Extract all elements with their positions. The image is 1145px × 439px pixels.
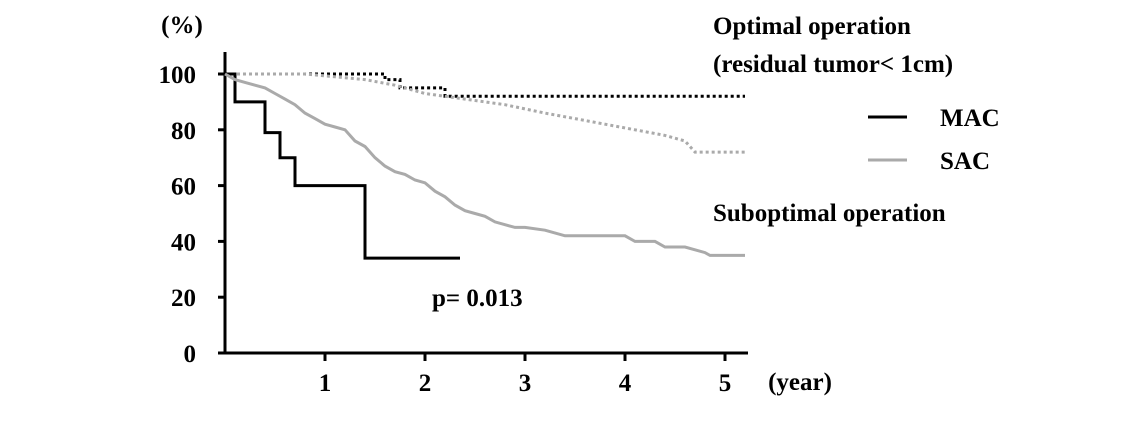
y-ticks: 0 20 40 60 80 100 <box>159 62 225 368</box>
optimal-label-line2: (residual tumor< 1cm) <box>713 51 953 78</box>
y-tick-label: 80 <box>171 118 196 145</box>
series-mac-optimal <box>225 72 745 98</box>
y-tick-label: 60 <box>171 174 196 201</box>
series-lines <box>224 72 745 260</box>
y-tick-label: 100 <box>159 62 197 89</box>
x-tick-label: 4 <box>619 370 632 397</box>
y-tick-label: 20 <box>171 285 196 312</box>
y-tick-label: 0 <box>184 341 197 368</box>
x-ticks: 1 2 3 4 5 <box>319 353 732 397</box>
series-mac-suboptimal <box>225 72 460 260</box>
p-value-label: p= 0.013 <box>432 285 523 312</box>
legend: MAC SAC <box>868 105 1000 175</box>
y-tick-label: 40 <box>171 229 196 256</box>
series-sac-suboptimal <box>224 72 745 257</box>
legend-label-mac: MAC <box>940 105 1000 132</box>
suboptimal-label: Suboptimal operation <box>713 200 946 227</box>
x-tick-label: 5 <box>719 370 732 397</box>
y-unit-label: (%) <box>161 12 203 39</box>
x-tick-label: 3 <box>519 370 532 397</box>
x-unit-label: (year) <box>768 369 832 396</box>
optimal-label-line1: Optimal operation <box>713 13 911 40</box>
x-tick-label: 1 <box>319 370 332 397</box>
legend-label-sac: SAC <box>940 148 990 175</box>
x-tick-label: 2 <box>419 370 432 397</box>
